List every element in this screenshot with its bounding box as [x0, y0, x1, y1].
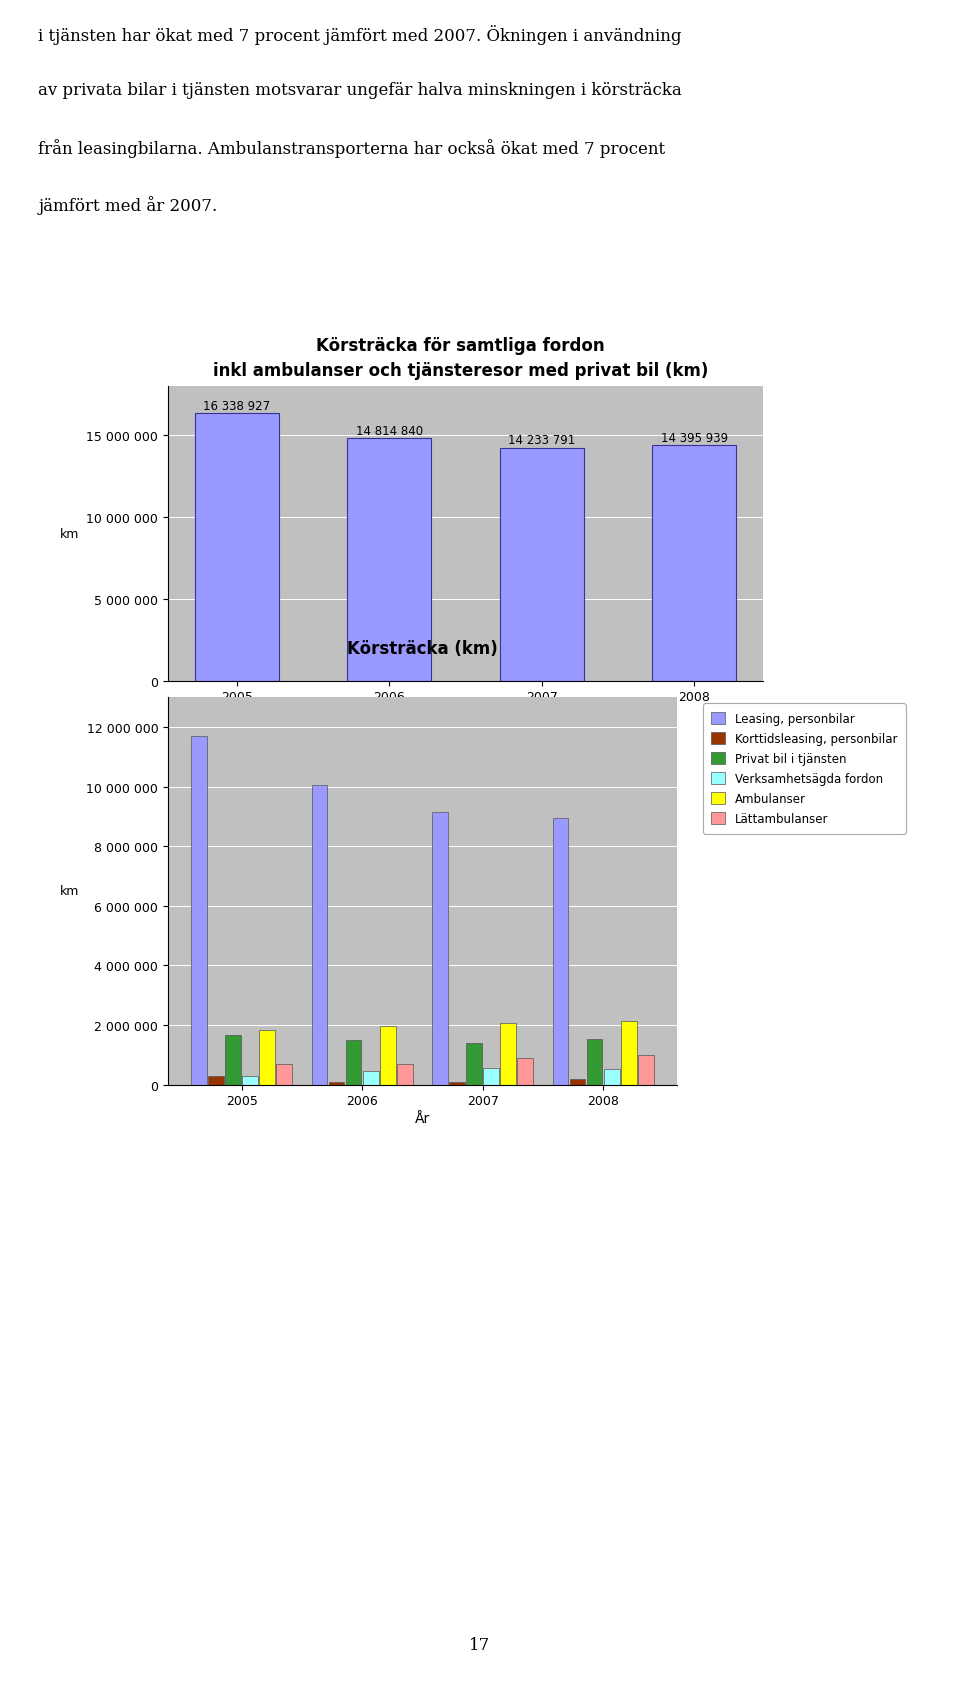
Text: 14 814 840: 14 814 840 [356, 424, 423, 437]
Bar [208, 1076, 224, 1085]
Bar [432, 812, 447, 1085]
Text: inkl ambulanser och tjänsteresor med privat bil (km): inkl ambulanser och tjänsteresor med pri… [213, 362, 708, 380]
Bar [553, 819, 568, 1085]
Text: 14 233 791: 14 233 791 [508, 434, 575, 447]
X-axis label: År: År [458, 708, 473, 722]
Bar [500, 449, 584, 681]
Y-axis label: km: km [60, 885, 80, 898]
Bar [191, 737, 206, 1085]
Bar [604, 1070, 619, 1085]
Bar [242, 1076, 258, 1085]
Text: av privata bilar i tjänsten motsvarar ungefär halva minskningen i körsträcka: av privata bilar i tjänsten motsvarar un… [38, 82, 683, 99]
Bar [195, 414, 279, 681]
Text: 17: 17 [469, 1637, 491, 1653]
Bar [363, 1071, 378, 1085]
Bar [348, 439, 431, 681]
Text: Körsträcka för samtliga fordon: Körsträcka för samtliga fordon [317, 336, 605, 355]
Bar [346, 1039, 362, 1085]
Bar [397, 1065, 413, 1085]
Text: från leasingbilarna. Ambulanstransporterna har också ökat med 7 procent: från leasingbilarna. Ambulanstransporter… [38, 140, 665, 158]
Bar [483, 1068, 499, 1085]
Bar [380, 1026, 396, 1085]
Bar [449, 1083, 465, 1085]
Text: jämfört med år 2007.: jämfört med år 2007. [38, 195, 218, 215]
Legend: Leasing, personbilar, Korttidsleasing, personbilar, Privat bil i tjänsten, Verks: Leasing, personbilar, Korttidsleasing, p… [703, 705, 905, 834]
X-axis label: År: År [415, 1112, 430, 1125]
Bar [259, 1031, 276, 1085]
Bar [467, 1045, 482, 1085]
Text: 16 338 927: 16 338 927 [204, 400, 271, 412]
Bar [226, 1036, 241, 1085]
Bar [652, 446, 736, 681]
Text: Körsträcka (km): Körsträcka (km) [347, 639, 498, 658]
Bar [312, 785, 327, 1085]
Bar [587, 1039, 603, 1085]
Y-axis label: km: km [60, 528, 80, 540]
Bar [569, 1078, 586, 1085]
Text: 14 395 939: 14 395 939 [660, 432, 728, 444]
Bar [638, 1055, 654, 1085]
Bar [276, 1065, 292, 1085]
Bar [621, 1021, 636, 1085]
Bar [328, 1083, 345, 1085]
Bar [517, 1058, 533, 1085]
Text: i tjänsten har ökat med 7 procent jämfört med 2007. Ökningen i användning: i tjänsten har ökat med 7 procent jämför… [38, 25, 682, 45]
Bar [500, 1024, 516, 1085]
